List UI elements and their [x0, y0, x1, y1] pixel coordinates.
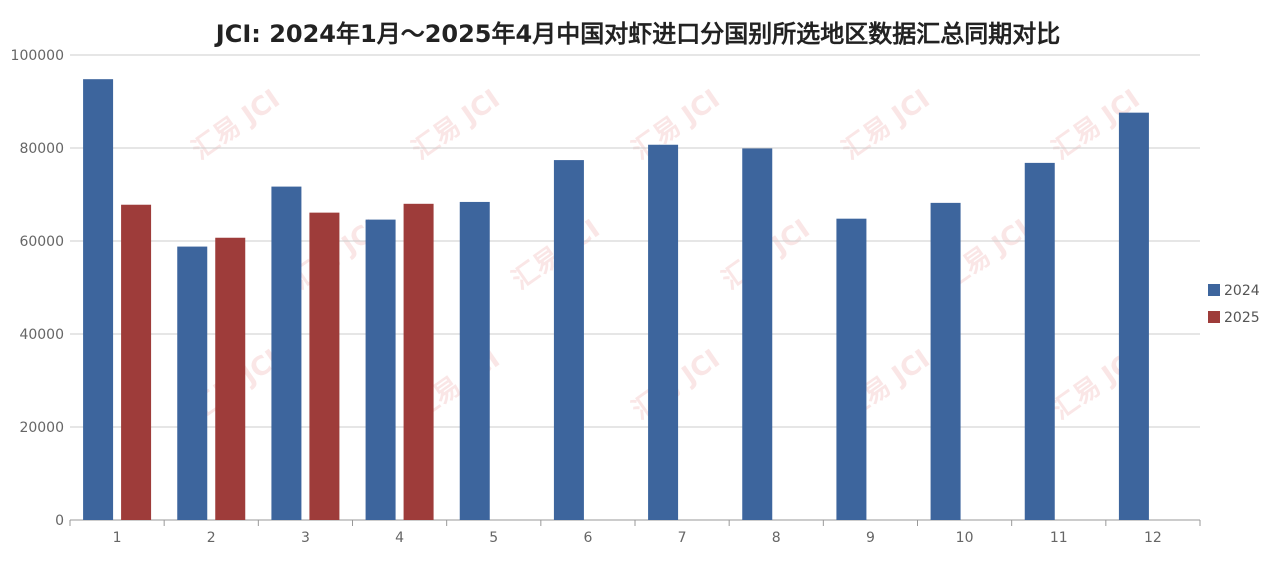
x-tick-label: 7	[678, 530, 687, 546]
y-tick-label: 0	[55, 513, 64, 529]
x-tick-label: 1	[113, 530, 122, 546]
y-tick-label: 60000	[19, 234, 64, 250]
bar-2024-4	[365, 219, 396, 521]
x-tick-label: 3	[301, 530, 310, 546]
x-tick-label: 2	[207, 530, 216, 546]
chart-title: JCI: 2024年1月～2025年4月中国对虾进口分国别所选地区数据汇总同期对…	[215, 20, 1061, 48]
bar-2024-8	[742, 148, 773, 520]
legend: 2024 2025	[1208, 283, 1260, 326]
bar-2025-2	[215, 237, 246, 520]
legend-label-2024: 2024	[1224, 283, 1260, 299]
x-tick-label: 4	[395, 530, 404, 546]
x-axis: 1 2 3 4 5 6 7 8 9 10 11 12	[69, 520, 1201, 546]
watermark-text: 汇易 JCI	[837, 84, 936, 166]
y-tick-label: 100000	[11, 48, 64, 64]
bar-2025-1	[121, 204, 152, 521]
bars	[83, 79, 1149, 521]
x-tick-label: 12	[1144, 530, 1162, 546]
bar-2024-3	[271, 186, 302, 520]
watermark-text: 汇易 JCI	[407, 84, 506, 166]
y-tick-label: 40000	[19, 327, 64, 343]
legend-label-2025: 2025	[1224, 310, 1260, 326]
y-axis: 0 20000 40000 60000 80000 100000	[11, 48, 64, 529]
bar-2024-12	[1118, 112, 1149, 520]
bar-2024-10	[930, 202, 961, 520]
bar-2024-1	[83, 79, 114, 521]
x-tick-label: 11	[1050, 530, 1068, 546]
y-tick-label: 20000	[19, 420, 64, 436]
legend-swatch-2024	[1208, 284, 1220, 296]
watermark-text: 汇易 JCI	[187, 84, 286, 166]
bar-2024-6	[553, 160, 584, 520]
bar-2025-3	[309, 212, 340, 520]
bar-2024-9	[836, 218, 867, 520]
bar-2024-7	[648, 144, 679, 520]
bar-2024-2	[177, 246, 208, 520]
x-tick-label: 10	[956, 530, 974, 546]
bar-2025-4	[403, 203, 434, 521]
y-tick-label: 80000	[19, 141, 64, 157]
x-tick-label: 5	[489, 530, 498, 546]
bar-2024-11	[1024, 162, 1055, 520]
bar-2024-5	[459, 201, 490, 520]
x-tick-label: 8	[772, 530, 781, 546]
x-tick-label: 6	[583, 530, 592, 546]
x-tick-label: 9	[866, 530, 875, 546]
legend-swatch-2025	[1208, 311, 1220, 323]
